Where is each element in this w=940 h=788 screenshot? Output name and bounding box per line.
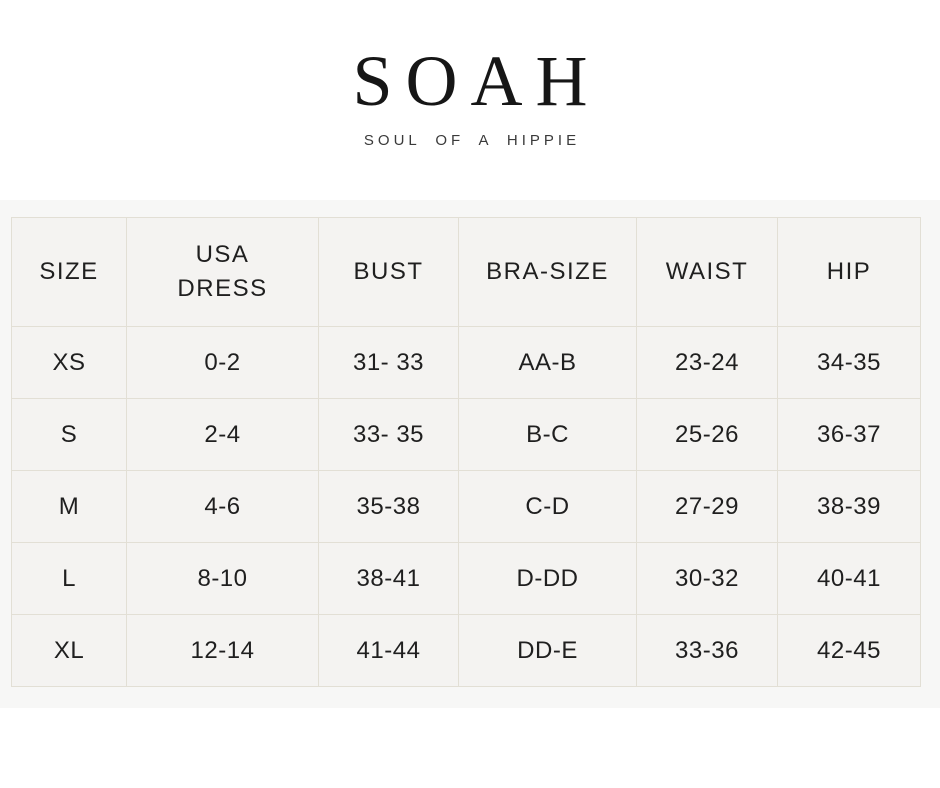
row-label: XS	[11, 326, 127, 399]
table-cell: 36-37	[777, 398, 921, 471]
table-row-m: M 4-6 35-38 C-D 27-29 38-39	[11, 470, 921, 543]
table-cell: 8-10	[126, 542, 319, 615]
brand-header: SOAH SOUL OF A HIPPIE	[0, 0, 940, 200]
size-chart-band: SIZE USA DRESS BUST BRA-SIZE WAIST HIP XS 0-2 3…	[0, 200, 940, 708]
table-row-xl: XL 12-14 41-44 DD-E 33-36 42-45	[11, 614, 921, 687]
table-row-xs: XS 0-2 31- 33 AA-B 23-24 34-35	[11, 326, 921, 399]
table-cell: 33-36	[636, 614, 778, 687]
table-cell: 34-35	[777, 326, 921, 399]
brand-logo: SOAH	[352, 41, 601, 121]
table-cell: D-DD	[458, 542, 637, 615]
table-cell: 42-45	[777, 614, 921, 687]
row-label: S	[11, 398, 127, 471]
table-cell: 38-41	[318, 542, 459, 615]
table-cell: 25-26	[636, 398, 778, 471]
row-label: L	[11, 542, 127, 615]
table-cell: 12-14	[126, 614, 319, 687]
table-cell: 2-4	[126, 398, 319, 471]
table-cell: B-C	[458, 398, 637, 471]
row-label: M	[11, 470, 127, 543]
column-header-hip: HIP	[777, 217, 921, 327]
table-cell: 0-2	[126, 326, 319, 399]
size-chart-body: XS 0-2 31- 33 AA-B 23-24 34-35 S 2-4 33- 35 B-C 25…	[11, 326, 921, 687]
table-cell: 31- 33	[318, 326, 459, 399]
column-header-bra-size: BRA-SIZE	[458, 217, 637, 327]
table-cell: 23-24	[636, 326, 778, 399]
table-cell: C-D	[458, 470, 637, 543]
brand-tagline: SOUL OF A HIPPIE	[363, 132, 581, 149]
size-chart-table: SIZE USA DRESS BUST BRA-SIZE WAIST HIP XS 0-2 3…	[11, 217, 921, 687]
table-cell: 4-6	[126, 470, 319, 543]
table-cell: 40-41	[777, 542, 921, 615]
column-header-waist: WAIST	[636, 217, 778, 327]
column-header-bust: BUST	[318, 217, 459, 327]
row-label: XL	[11, 614, 127, 687]
table-cell: DD-E	[458, 614, 637, 687]
table-row-l: L 8-10 38-41 D-DD 30-32 40-41	[11, 542, 921, 615]
column-header-size: SIZE	[11, 217, 127, 327]
table-cell: 30-32	[636, 542, 778, 615]
table-cell: AA-B	[458, 326, 637, 399]
table-cell: 27-29	[636, 470, 778, 543]
size-chart-head: SIZE USA DRESS BUST BRA-SIZE WAIST HIP	[11, 217, 921, 327]
table-cell: 41-44	[318, 614, 459, 687]
table-cell: 38-39	[777, 470, 921, 543]
column-header-usa-dress: USA DRESS	[126, 217, 319, 327]
size-chart-header-row: SIZE USA DRESS BUST BRA-SIZE WAIST HIP	[11, 217, 921, 327]
table-cell: 35-38	[318, 470, 459, 543]
table-row-s: S 2-4 33- 35 B-C 25-26 36-37	[11, 398, 921, 471]
table-cell: 33- 35	[318, 398, 459, 471]
